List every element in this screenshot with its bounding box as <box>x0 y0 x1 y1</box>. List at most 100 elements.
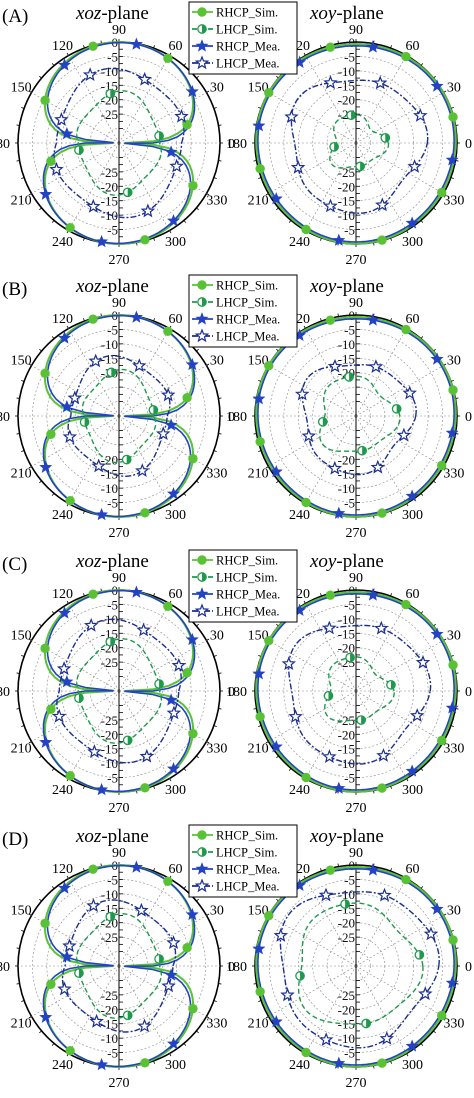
polar-chart-xoy: 0-5-5-10-10-15-15-20-20-25-2503060901201… <box>226 551 472 816</box>
marker-fill <box>140 235 150 245</box>
rhcp-sim-marker <box>40 918 50 929</box>
grid-spoke <box>118 142 170 231</box>
marker-fill <box>448 660 458 670</box>
angle-tick-mark <box>206 466 210 469</box>
angle-tick-mark <box>218 708 222 710</box>
rhcp-mea-marker <box>129 585 143 598</box>
angle-tick-mark <box>183 220 187 223</box>
angle-tick-mark <box>390 45 392 49</box>
lhcp-sim-marker <box>295 971 305 981</box>
rhcp-sim-marker <box>301 1047 311 1058</box>
grid-spoke <box>68 415 120 504</box>
angle-tick-label: 210 <box>11 194 32 209</box>
radial-tick-label: -5 <box>107 1046 118 1061</box>
radial-tick-label: -25 <box>101 930 118 945</box>
rhcp-mea-marker <box>269 739 283 753</box>
rhcp-mea-marker <box>167 1037 180 1050</box>
panel-label: (B) <box>2 279 27 300</box>
angle-tick-label: 30 <box>447 629 461 644</box>
lhcp-mea-marker <box>396 427 412 442</box>
lhcp-mea-marker <box>171 657 187 672</box>
lhcp-mea-marker <box>89 1013 104 1028</box>
lhcp-mea-marker <box>67 390 83 405</box>
angle-tick-mark <box>288 1043 292 1046</box>
marker-half <box>366 1019 371 1028</box>
lhcp-sim-marker <box>344 371 354 382</box>
angle-tick-mark <box>337 863 339 867</box>
rhcp-sim-marker <box>163 53 173 64</box>
polar-chart-xoz: 0-5-5-10-10-15-15-20-20-25-2503060901201… <box>0 826 235 1091</box>
lhcp-sim-marker <box>386 679 396 690</box>
grid-spoke <box>355 690 407 779</box>
angle-tick-mark <box>21 725 25 727</box>
radial-tick-label: -5 <box>344 597 355 612</box>
marker-half <box>322 417 327 427</box>
lhcp-mea-marker <box>194 603 210 618</box>
radial-tick-label: -5 <box>344 872 355 887</box>
angle-tick-label: 30 <box>210 629 224 644</box>
marker-fill <box>140 783 150 793</box>
marker-half <box>126 455 131 464</box>
lhcp-sim-marker <box>414 949 425 960</box>
angle-tick-mark <box>390 510 392 514</box>
lhcp-mea-marker <box>62 938 77 953</box>
lhcp-mea-marker <box>322 749 337 764</box>
rhcp-mea-marker <box>430 627 444 640</box>
angle-tick-mark <box>303 600 306 604</box>
angle-tick-mark <box>51 1043 55 1046</box>
radial-tick-label: -10 <box>101 481 118 496</box>
lhcp-mea-marker <box>194 55 210 70</box>
lhcp-sim-marker <box>355 161 365 172</box>
marker-half <box>202 572 207 582</box>
lhcp-sim-marker <box>197 847 207 857</box>
angle-tick-label: 60 <box>169 862 183 877</box>
angle-tick-mark <box>276 1030 279 1034</box>
angle-tick-mark <box>433 755 436 759</box>
angle-tick-mark <box>420 336 424 339</box>
angle-tick-mark <box>16 433 20 435</box>
angle-tick-mark <box>196 1030 199 1034</box>
angle-tick-label: 30 <box>447 354 461 369</box>
rhcp-mea-marker <box>430 352 444 365</box>
angle-tick-mark <box>16 947 20 949</box>
angle-tick-mark <box>83 1060 85 1064</box>
angle-tick-mark <box>21 177 25 179</box>
angle-tick-mark <box>303 875 306 879</box>
rhcp-mea-marker <box>60 126 74 140</box>
grid-spoke <box>305 55 357 144</box>
lhcp-mea-marker <box>288 709 303 723</box>
radial-tick-label: -15 <box>101 351 118 366</box>
lhcp-mea-marker <box>418 986 433 1001</box>
angle-tick-mark <box>455 124 459 126</box>
angle-tick-mark <box>420 63 424 66</box>
grid-spoke <box>355 603 407 692</box>
radial-tick-label: -10 <box>338 1031 355 1046</box>
legend: RHCP_Sim. LHCP_Sim. RHCP_Mea. LHCP_Mea. <box>188 549 298 623</box>
grid-spoke <box>118 965 170 1054</box>
radial-tick-label: -15 <box>101 194 118 209</box>
marker-half <box>202 24 207 34</box>
grid-spoke <box>355 55 407 144</box>
rhcp-mea-marker <box>60 399 74 413</box>
marker-fill <box>46 979 56 989</box>
marker-half <box>362 446 367 455</box>
grid-spoke <box>68 142 120 231</box>
polar-chart-xoz: 0-5-5-10-10-15-15-20-20-25-2503060901201… <box>0 551 235 816</box>
rhcp-mea-marker <box>185 357 199 371</box>
grid-spoke <box>118 603 170 692</box>
grid-spoke <box>355 915 444 967</box>
rhcp-mea-marker <box>95 1057 109 1071</box>
grid-spoke <box>305 878 357 967</box>
angle-tick-mark <box>253 708 257 710</box>
grid-circle <box>32 879 206 1053</box>
rhcp-mea-marker <box>269 1014 283 1028</box>
lhcp-mea-marker <box>301 428 317 443</box>
lhcp-sim-marker <box>74 693 84 703</box>
angle-tick-mark <box>455 160 459 162</box>
lhcp-mea-marker <box>135 463 150 478</box>
angle-tick-mark <box>433 207 436 211</box>
marker-fill <box>188 728 198 739</box>
rhcp-mea-marker <box>332 781 346 794</box>
angle-tick-mark <box>276 480 279 484</box>
marker-fill <box>65 222 75 233</box>
